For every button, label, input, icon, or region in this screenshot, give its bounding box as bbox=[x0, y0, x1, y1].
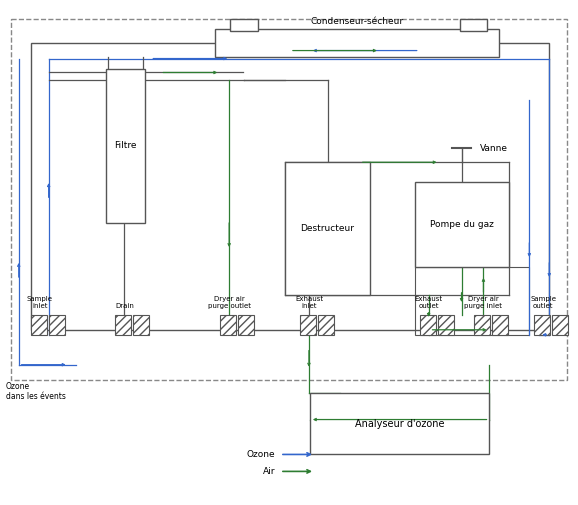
Text: Filtre: Filtre bbox=[114, 141, 137, 150]
Text: Drain: Drain bbox=[115, 303, 134, 309]
Bar bbox=[300, 315, 316, 335]
Bar bbox=[106, 69, 146, 223]
Bar bbox=[460, 19, 487, 31]
Bar bbox=[552, 315, 568, 335]
Text: Sample
outlet: Sample outlet bbox=[530, 296, 556, 309]
Text: Ozone
dans les évents: Ozone dans les évents bbox=[6, 382, 66, 401]
Text: Vanne: Vanne bbox=[480, 144, 507, 153]
Text: Dryer air
purge outlet: Dryer air purge outlet bbox=[208, 296, 251, 309]
Bar bbox=[285, 162, 370, 295]
Text: Ozone: Ozone bbox=[246, 450, 275, 459]
Bar bbox=[220, 315, 236, 335]
Text: Sample
inlet: Sample inlet bbox=[27, 296, 53, 309]
Text: Dryer air
purge inlet: Dryer air purge inlet bbox=[465, 296, 502, 309]
Bar bbox=[318, 315, 334, 335]
Bar bbox=[230, 19, 258, 31]
Text: Exhaust
outlet: Exhaust outlet bbox=[414, 296, 443, 309]
Bar bbox=[134, 315, 149, 335]
Text: Pompe du gaz: Pompe du gaz bbox=[429, 220, 494, 229]
Bar bbox=[414, 182, 509, 267]
Text: Condenseur-sécheur: Condenseur-sécheur bbox=[310, 17, 403, 26]
Bar bbox=[215, 29, 499, 57]
Bar bbox=[310, 392, 490, 454]
Text: Destructeur: Destructeur bbox=[300, 224, 354, 233]
Bar bbox=[49, 315, 65, 335]
Bar bbox=[534, 315, 550, 335]
Bar bbox=[438, 315, 454, 335]
Bar bbox=[414, 267, 529, 335]
Text: Analyseur d'ozone: Analyseur d'ozone bbox=[355, 419, 444, 429]
Bar bbox=[11, 19, 567, 380]
Bar bbox=[31, 315, 47, 335]
Bar bbox=[238, 315, 254, 335]
Bar bbox=[492, 315, 509, 335]
Bar bbox=[420, 315, 436, 335]
Bar bbox=[31, 42, 549, 330]
Bar bbox=[116, 315, 131, 335]
Text: Air: Air bbox=[262, 467, 275, 476]
Bar bbox=[475, 315, 491, 335]
Text: Exhaust
inlet: Exhaust inlet bbox=[295, 296, 323, 309]
